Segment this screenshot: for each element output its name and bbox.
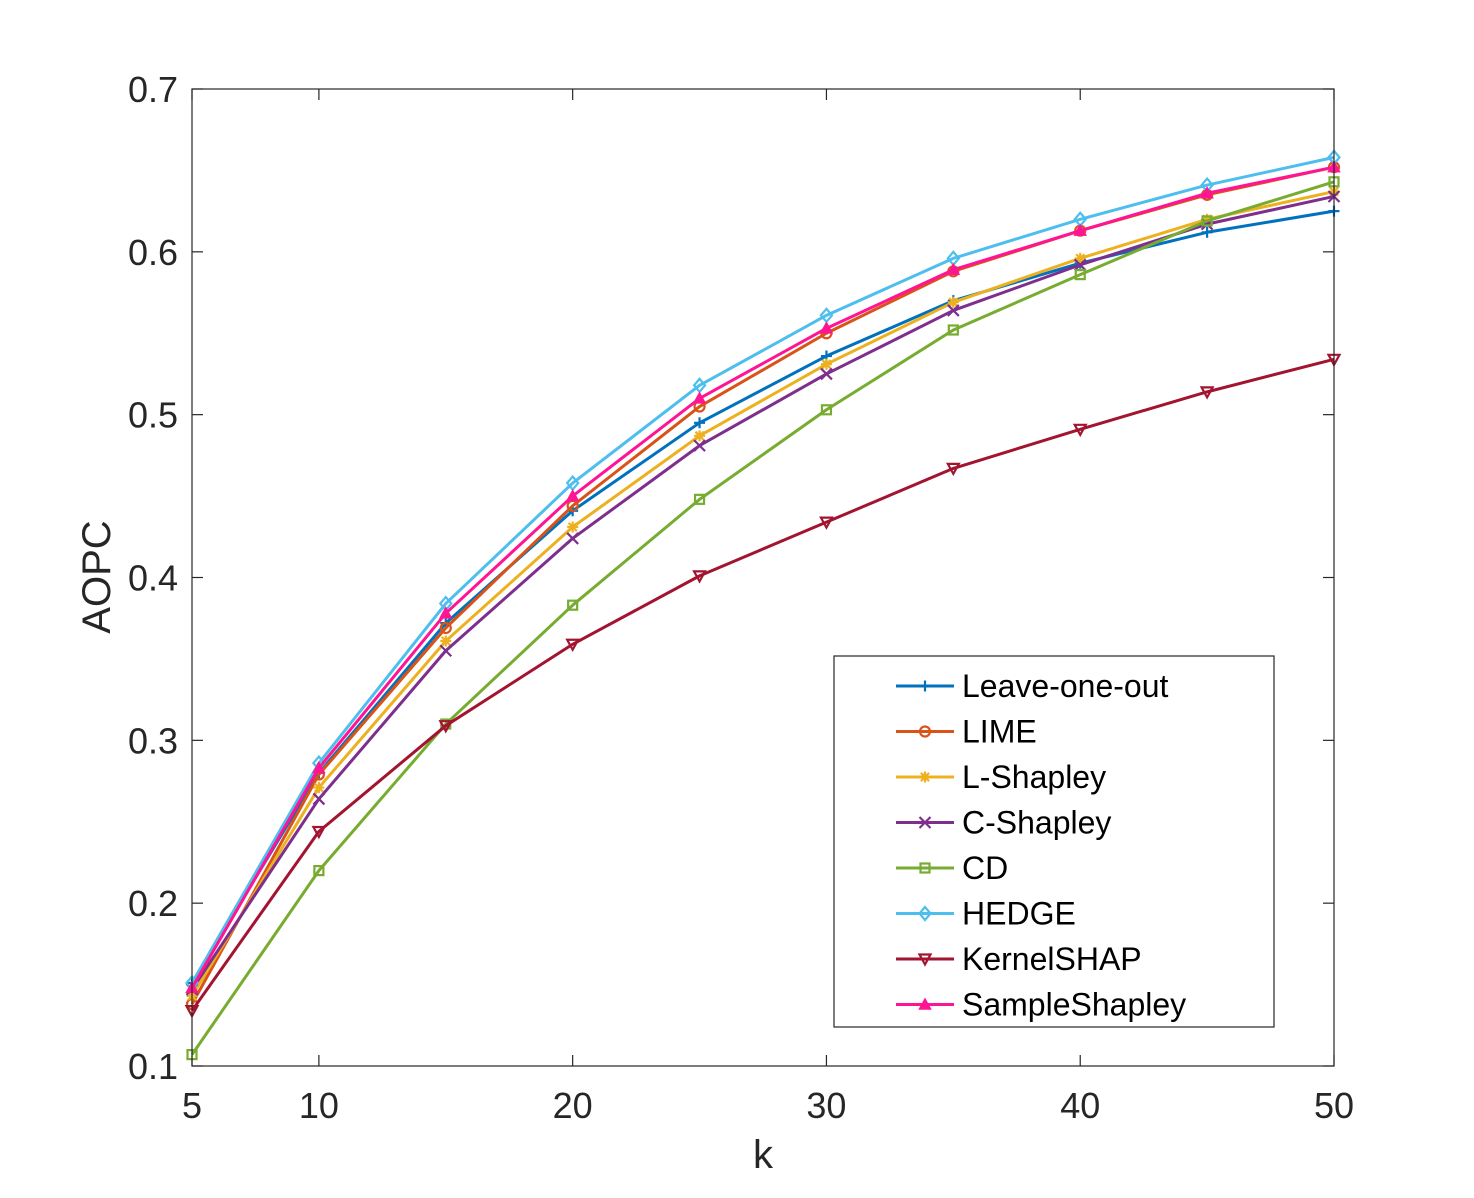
y-tick-label: 0.4 — [128, 558, 178, 599]
legend-label: HEDGE — [962, 896, 1076, 932]
x-tick-label: 40 — [1060, 1085, 1100, 1126]
axes-layer: 0.1 0.2 0.3 0.4 0.5 0.6 0.7 5 10 20 30 40 50 — [128, 69, 1354, 1126]
x-tick-label: 20 — [553, 1085, 593, 1126]
data-point — [820, 367, 833, 381]
series-line — [190, 155, 1335, 984]
legend-label: KernelSHAP — [962, 941, 1142, 977]
legend-label: SampleShapley — [962, 987, 1186, 1023]
legend-entry: LIME — [896, 714, 1037, 750]
y-tick-label: 0.5 — [128, 395, 178, 436]
data-point — [694, 430, 706, 442]
series-line — [190, 195, 1335, 991]
data-point — [1200, 186, 1214, 199]
data-point — [947, 296, 959, 308]
legend-box — [833, 655, 1275, 1028]
y-tick-label: 0.2 — [128, 883, 178, 924]
series-line — [190, 180, 1335, 1056]
legend-label: C-Shapley — [962, 805, 1111, 841]
series-line — [190, 190, 1335, 997]
legend-label: L-Shapley — [962, 759, 1106, 795]
data-point — [946, 262, 961, 275]
legend: Leave-one-out LIME L-Shapley C-Shapley CD HED… — [833, 655, 1275, 1028]
legend-entry: C-Shapley — [896, 805, 1111, 841]
y-tick-label: 0.1 — [128, 1046, 178, 1087]
data-point — [566, 532, 579, 545]
legend-marker — [919, 862, 931, 874]
data-point — [567, 599, 579, 611]
x-tick-label: 50 — [1314, 1085, 1354, 1126]
data-point — [313, 864, 325, 877]
data-point — [1199, 386, 1215, 400]
data-point — [565, 489, 580, 502]
data-point — [438, 720, 454, 734]
data-point — [694, 417, 706, 429]
data-point — [820, 358, 832, 370]
data-point — [440, 635, 452, 647]
x-tick-label: 10 — [299, 1085, 339, 1126]
legend-entry: Leave-one-out — [896, 668, 1168, 704]
legend-entry: L-Shapley — [896, 759, 1106, 795]
legend-label: CD — [962, 850, 1008, 886]
data-point — [692, 391, 707, 404]
data-point — [1072, 423, 1088, 438]
data-point — [692, 570, 707, 584]
y-tick-label: 0.6 — [128, 232, 178, 273]
series-line — [190, 165, 1335, 989]
legend-entry: SampleShapley — [896, 987, 1186, 1023]
data-point — [439, 621, 452, 635]
data-point — [312, 760, 326, 774]
legend-entry: CD — [896, 850, 1008, 886]
data-point — [947, 304, 960, 317]
data-point — [1074, 269, 1086, 281]
series-l-shapley — [186, 186, 1340, 1002]
legend-marker — [918, 905, 932, 922]
series-layer — [184, 149, 1342, 1061]
data-point — [439, 606, 453, 619]
data-point — [693, 439, 706, 452]
data-point — [565, 638, 581, 653]
legend-entry: HEDGE — [896, 896, 1076, 932]
y-tick-label: 0.3 — [128, 720, 178, 761]
legend-marker — [917, 953, 933, 967]
data-point — [693, 493, 706, 505]
y-axis-label: AOPC — [75, 520, 119, 633]
legend-label: Leave-one-out — [962, 668, 1168, 704]
legend-marker — [919, 680, 931, 692]
x-tick-label: 5 — [182, 1085, 202, 1126]
data-point — [1201, 213, 1213, 225]
data-point — [312, 792, 326, 806]
data-point — [947, 324, 959, 336]
legend-entry: KernelSHAP — [896, 941, 1142, 977]
data-point — [819, 321, 834, 334]
legend-marker — [918, 997, 932, 1010]
legend-marker — [919, 771, 931, 783]
data-point — [945, 462, 961, 477]
data-point — [311, 825, 327, 840]
data-point — [1073, 258, 1087, 272]
data-point — [819, 516, 834, 530]
x-tick-label: 30 — [806, 1085, 846, 1126]
data-point — [1073, 223, 1087, 236]
series-line — [190, 357, 1335, 1012]
data-point — [567, 521, 579, 533]
data-point — [1201, 226, 1213, 238]
series-cd — [186, 176, 1340, 1061]
data-point — [1201, 215, 1213, 227]
x-axis-label: k — [753, 1133, 774, 1177]
legend-label: LIME — [962, 714, 1037, 750]
data-point — [313, 782, 325, 794]
data-point — [820, 404, 833, 416]
y-tick-label: 0.7 — [128, 69, 178, 110]
series-sampleshapley — [185, 160, 1341, 994]
legend-marker — [918, 816, 932, 829]
legend-marker — [918, 725, 932, 738]
data-point — [439, 644, 453, 658]
data-point — [1074, 252, 1086, 264]
